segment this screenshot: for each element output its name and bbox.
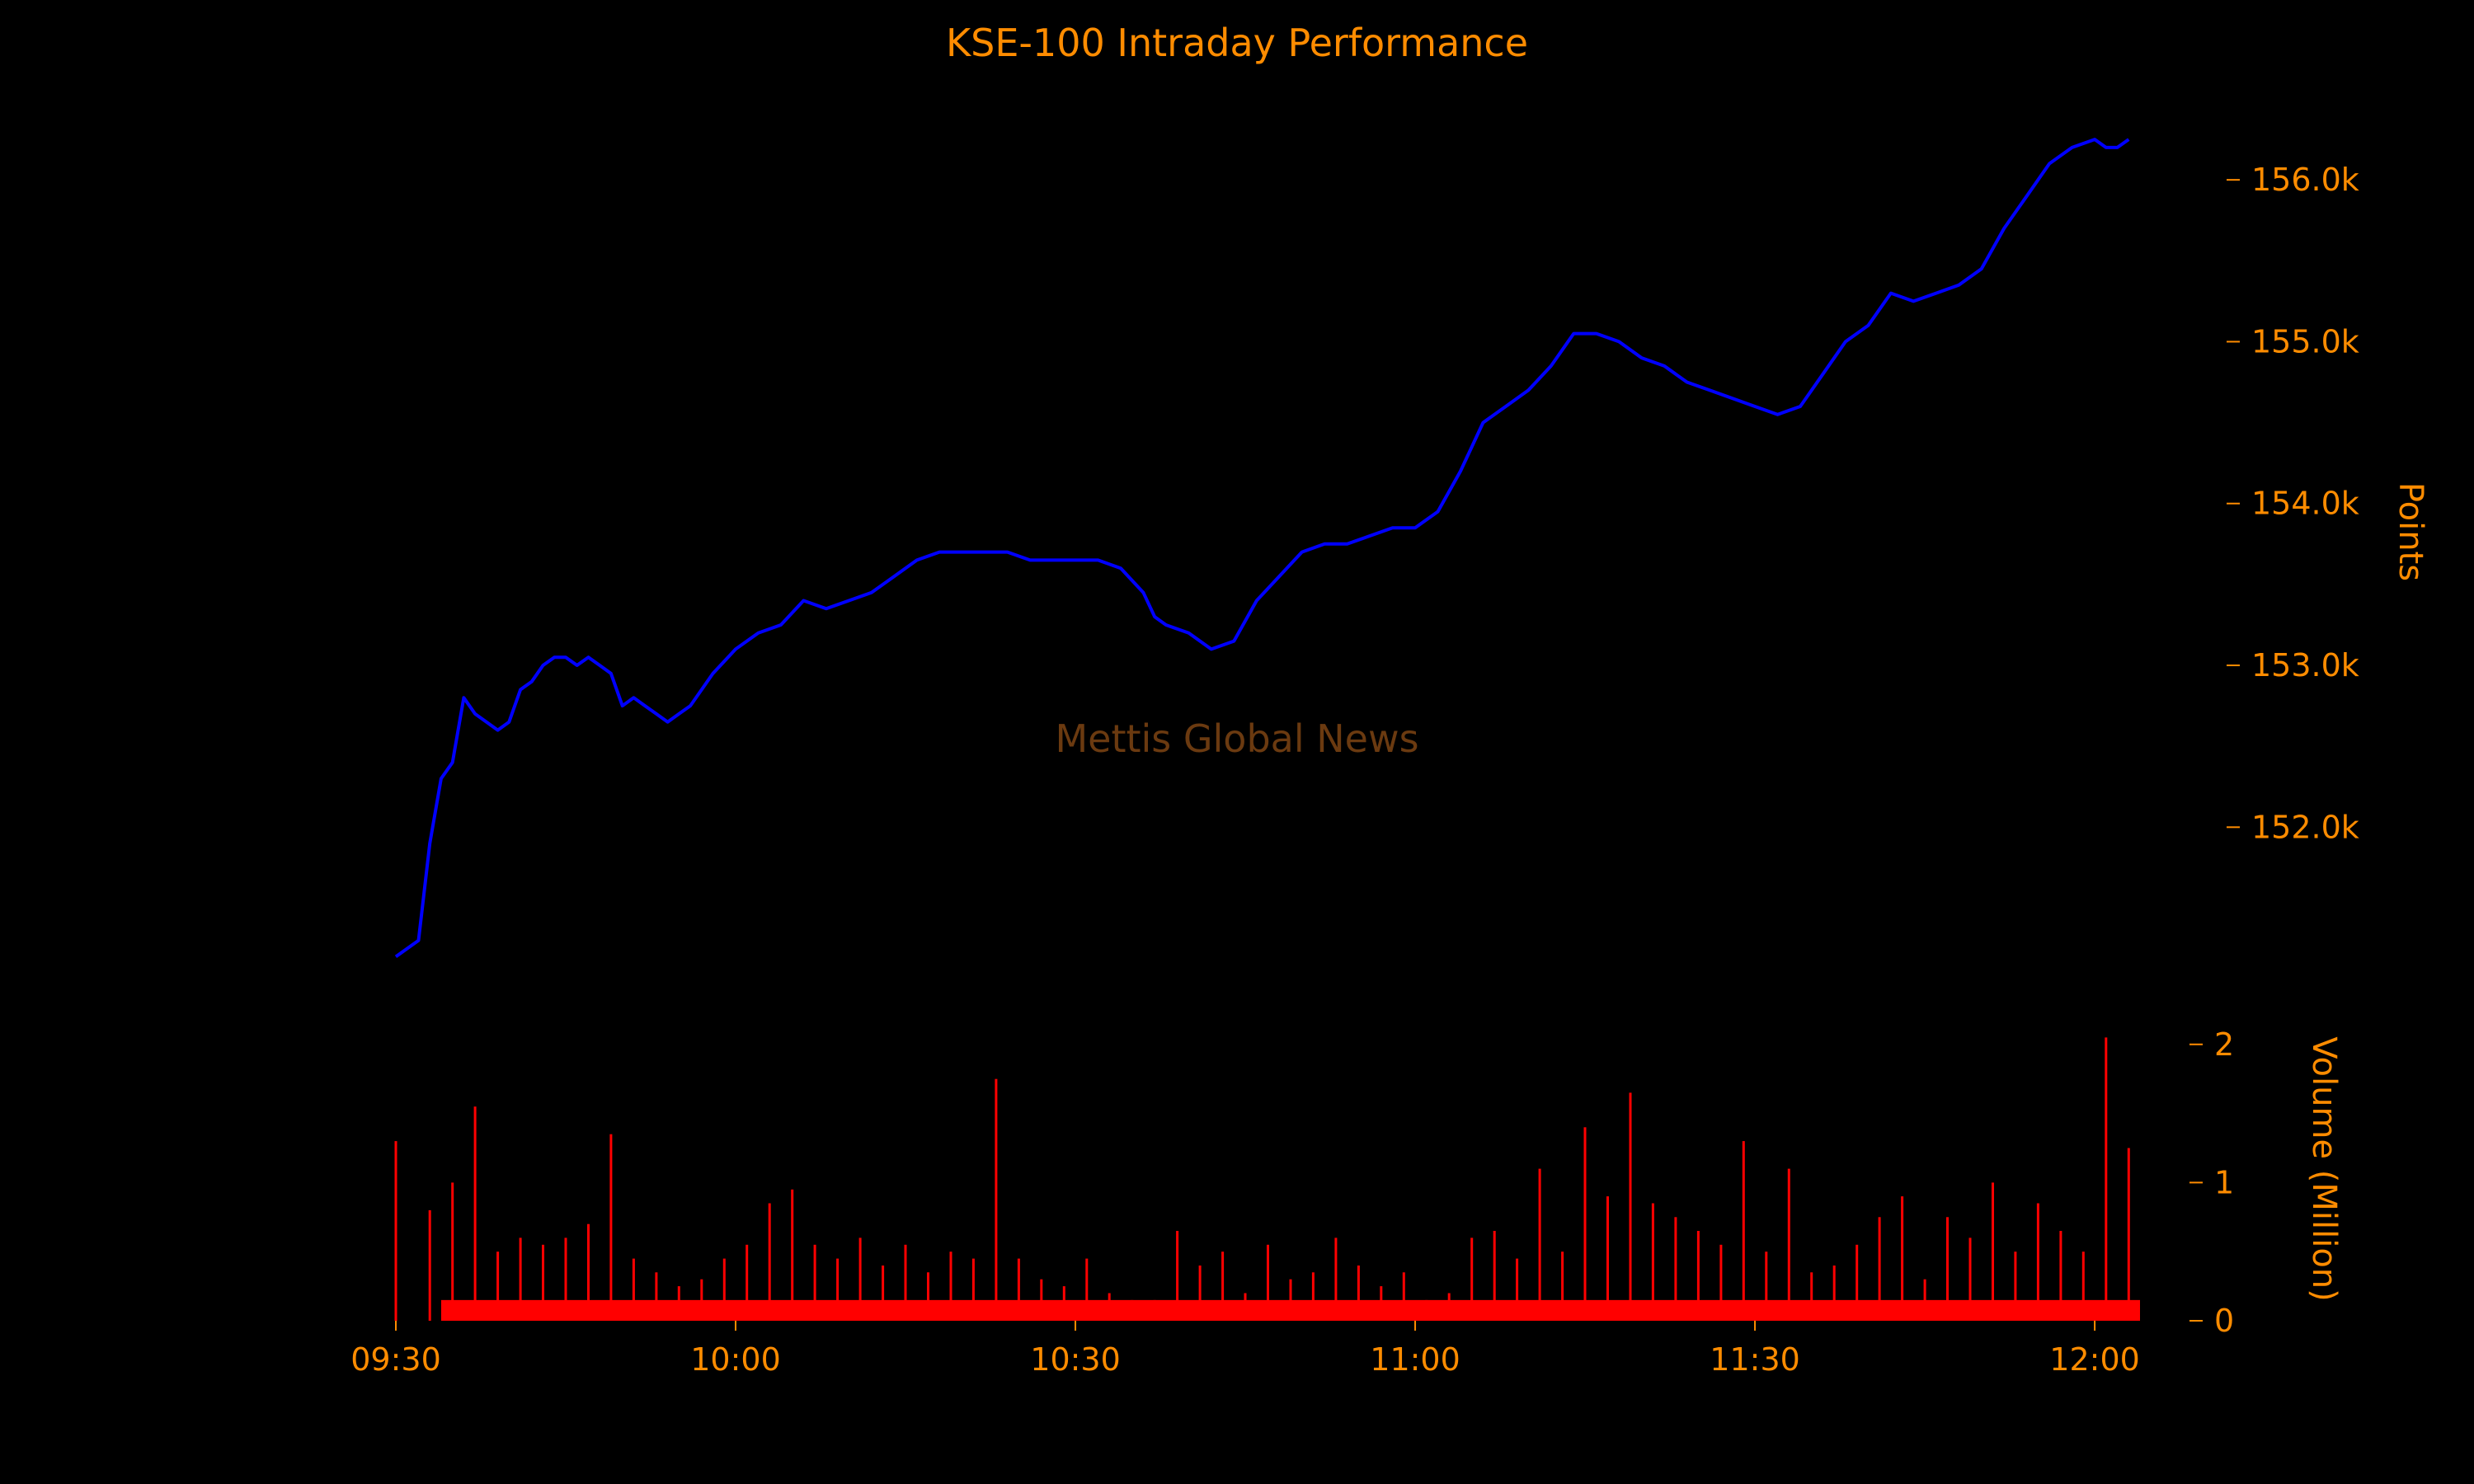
volume-bar xyxy=(1946,1217,1949,1321)
x-tick-label: 10:00 xyxy=(690,1341,781,1378)
volume-bar xyxy=(768,1203,771,1321)
watermark: Mettis Global News xyxy=(1055,716,1418,761)
price-tick-label: 152.0k xyxy=(2251,809,2359,845)
volume-bar xyxy=(904,1244,907,1321)
volume-bar xyxy=(394,1141,397,1321)
volume-bar xyxy=(473,1106,477,1321)
volume-bar xyxy=(791,1189,794,1321)
volume-bar xyxy=(1787,1168,1790,1321)
volume-bar xyxy=(1040,1279,1043,1321)
volume-bar xyxy=(722,1258,726,1321)
volume-bar xyxy=(609,1134,613,1321)
volume-bar xyxy=(1923,1279,1926,1321)
chart-title: KSE-100 Intraday Performance xyxy=(946,21,1528,65)
x-tick-label: 10:30 xyxy=(1030,1341,1121,1378)
volume-bar xyxy=(1856,1244,1859,1321)
price-tick-label: 156.0k xyxy=(2251,162,2359,198)
volume-bar xyxy=(587,1223,590,1321)
volume-tick-label: 0 xyxy=(2214,1303,2234,1339)
volume-bar xyxy=(1538,1168,1541,1321)
volume-bar xyxy=(1651,1203,1654,1321)
price-axis-label: Points xyxy=(2392,482,2429,581)
volume-bar xyxy=(2059,1231,2062,1321)
volume-tick-label: 1 xyxy=(2214,1164,2234,1200)
volume-bar xyxy=(2081,1252,2085,1321)
volume-bar xyxy=(1176,1231,1179,1321)
volume-bar xyxy=(1357,1266,1360,1321)
volume-bar xyxy=(2036,1203,2039,1321)
price-panel xyxy=(394,138,2130,959)
x-tick-label: 11:00 xyxy=(1370,1341,1460,1378)
volume-bar xyxy=(451,1182,454,1321)
volume-bar xyxy=(1311,1272,1315,1321)
volume-bar xyxy=(1402,1272,1405,1321)
volume-bar xyxy=(1878,1217,1881,1321)
volume-bar xyxy=(542,1244,544,1321)
price-tick-label: 155.0k xyxy=(2251,323,2359,359)
volume-bar xyxy=(1674,1217,1677,1321)
volume-bar xyxy=(927,1272,929,1321)
volume-bar xyxy=(1470,1237,1474,1321)
volume-bar xyxy=(1561,1252,1564,1321)
volume-bar xyxy=(836,1258,840,1321)
volume-bar xyxy=(971,1258,975,1321)
volume-bar xyxy=(1810,1272,1813,1321)
volume-bar xyxy=(2127,1148,2130,1321)
x-tick-label: 09:30 xyxy=(350,1341,441,1378)
volume-bar xyxy=(1719,1244,1723,1321)
volume-bar xyxy=(1267,1244,1269,1321)
volume-bar xyxy=(1221,1252,1225,1321)
volume-bar xyxy=(564,1237,567,1321)
volume-bar xyxy=(1606,1196,1609,1321)
volume-bar xyxy=(858,1237,862,1321)
volume-bar xyxy=(1629,1092,1632,1321)
volume-bar xyxy=(1992,1182,1994,1321)
volume-bar xyxy=(700,1279,703,1321)
volume-bar xyxy=(1901,1196,1904,1321)
volume-bar xyxy=(1516,1258,1519,1321)
volume-bar xyxy=(1832,1266,1836,1321)
volume-base xyxy=(440,1299,2140,1321)
volume-panel xyxy=(394,1037,2140,1321)
volume-bar xyxy=(1765,1252,1768,1321)
price-tick-label: 153.0k xyxy=(2251,647,2359,683)
volume-bar xyxy=(745,1244,749,1321)
volume-bar xyxy=(995,1078,998,1321)
x-tick-label: 11:30 xyxy=(1710,1341,1800,1378)
volume-bar xyxy=(1334,1237,1338,1321)
price-tick-label: 154.0k xyxy=(2251,486,2359,522)
volume-bar xyxy=(1583,1127,1587,1321)
volume-bar xyxy=(882,1266,885,1321)
volume-bar xyxy=(1085,1258,1089,1321)
volume-bar xyxy=(949,1252,952,1321)
volume-bar xyxy=(813,1244,816,1321)
volume-bar xyxy=(1289,1279,1292,1321)
volume-bar xyxy=(1696,1231,1700,1321)
volume-bar xyxy=(428,1209,431,1321)
volume-bar xyxy=(1968,1237,1972,1321)
x-tick-label: 12:00 xyxy=(2049,1341,2140,1378)
volume-bar xyxy=(1742,1141,1745,1321)
volume-bar xyxy=(519,1237,522,1321)
volume-bar xyxy=(1017,1258,1020,1321)
volume-bar xyxy=(1493,1231,1496,1321)
volume-axis-label: Volume (Million) xyxy=(2305,1036,2343,1301)
volume-bar xyxy=(2014,1252,2017,1321)
volume-bar xyxy=(2105,1037,2108,1321)
volume-bar xyxy=(655,1272,658,1321)
volume-tick-label: 2 xyxy=(2214,1026,2234,1063)
axes: 09:30 10:00 10:30 11:00 11:30 12:00 152.0k 153.… xyxy=(350,162,2359,1378)
volume-bar xyxy=(496,1252,500,1321)
volume-bar xyxy=(1198,1266,1202,1321)
volume-bar xyxy=(632,1258,635,1321)
